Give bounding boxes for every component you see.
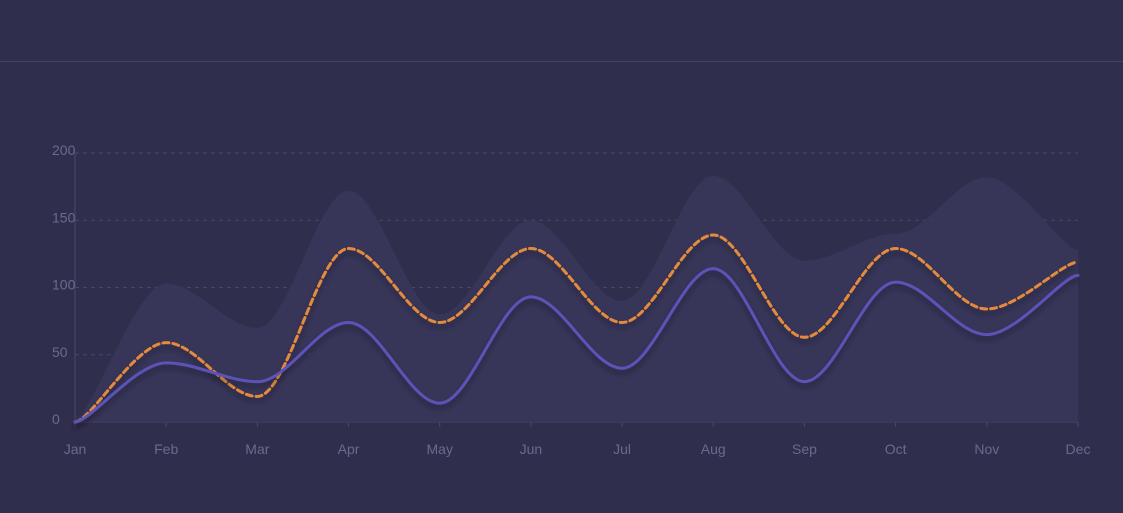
x-tick-label: Nov xyxy=(974,441,999,457)
series-line-solid xyxy=(73,267,1080,424)
y-tick-label: 200 xyxy=(52,142,76,158)
x-tick-label: Jul xyxy=(613,441,631,457)
x-tick-label: Sep xyxy=(792,441,817,457)
series-line-dashed xyxy=(73,233,1080,424)
x-tick-label: Dec xyxy=(1066,441,1091,457)
x-tick-label: Oct xyxy=(885,441,907,457)
tick-labels: 0 50 100 150 200 Jan Feb Mar Apr May Jun Jul Aug Sep O… xyxy=(52,142,1090,457)
x-tick-label: Jun xyxy=(520,441,543,457)
x-tick-label: Mar xyxy=(245,441,269,457)
y-tick-label: 50 xyxy=(52,344,68,360)
x-tick-label: Jan xyxy=(64,441,87,457)
x-tick-label: May xyxy=(427,441,453,457)
card-header xyxy=(0,0,1123,62)
y-tick-label: 100 xyxy=(52,277,76,293)
series-layer xyxy=(73,175,1080,424)
x-tick-label: Feb xyxy=(154,441,178,457)
x-tick-label: Apr xyxy=(338,441,360,457)
y-tick-label: 0 xyxy=(52,411,60,427)
x-tick-label: Aug xyxy=(701,441,726,457)
series-area xyxy=(75,175,1078,422)
y-tick-label: 150 xyxy=(52,209,76,225)
